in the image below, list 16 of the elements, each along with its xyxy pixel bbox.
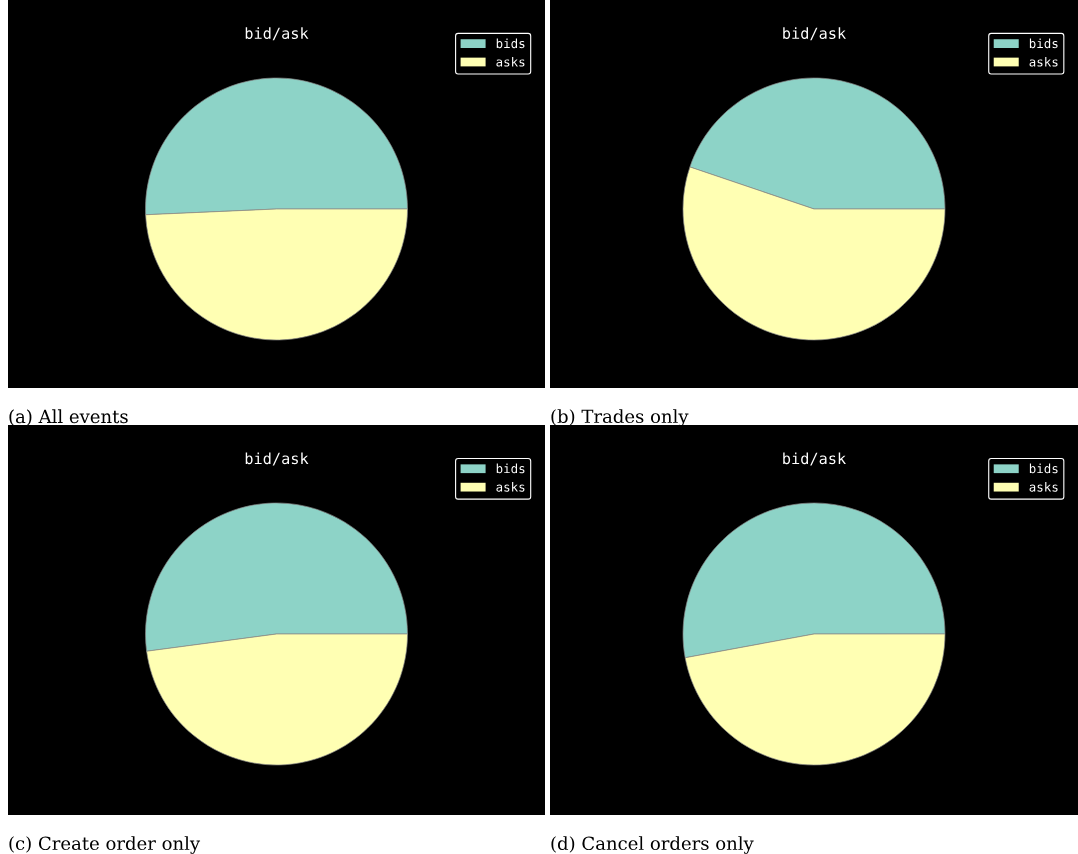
legend-label: asks: [1029, 482, 1058, 492]
legend-label: asks: [496, 482, 525, 492]
legend-label: bids: [496, 38, 525, 49]
text: (c) Create order only: [9, 836, 201, 854]
chart-title: bid/ask: [783, 27, 846, 41]
legend-label: asks: [496, 56, 525, 67]
legend-label: bids: [496, 463, 525, 474]
text: (b) Trades only: [551, 409, 689, 427]
chart-title: bid/ask: [783, 452, 846, 466]
chart-title: bid/ask: [245, 27, 309, 41]
text: (d) Cancel orders only: [551, 836, 754, 854]
legend-label: asks: [1029, 56, 1058, 67]
chart-title: bid/ask: [245, 452, 309, 466]
legend-label: bids: [1029, 38, 1058, 49]
legend-label: bids: [1029, 463, 1058, 474]
text: (a) All events: [9, 409, 128, 426]
